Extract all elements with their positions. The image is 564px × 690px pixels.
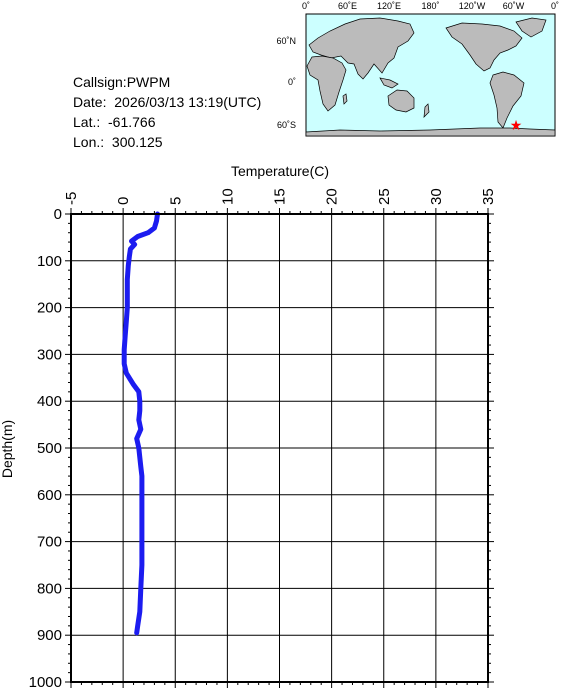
longitude-text: Lon.: 300.125 [73, 134, 163, 150]
greenland-land [515, 17, 547, 38]
map-lon-label: 0˚ [551, 1, 559, 11]
map-lon-label: 180˚ [421, 1, 439, 11]
x-tick-label: 35 [480, 188, 497, 205]
antarctica-land [305, 127, 556, 137]
australia-land [387, 89, 415, 113]
y-tick-label: 1000 [29, 674, 62, 690]
map-lon-label: 0˚ [302, 1, 310, 11]
temperature-profile-line [121, 211, 160, 636]
y-tick-label: 800 [37, 580, 62, 597]
x-axis-title: Temperature(C) [231, 163, 329, 179]
southeast-asia-islands-land [379, 77, 399, 89]
series-group [121, 211, 160, 636]
y-tick-label: 400 [37, 393, 62, 410]
y-tick-label: 500 [37, 440, 62, 457]
y-tick-label: 700 [37, 534, 62, 551]
x-tick-label: 10 [219, 188, 236, 205]
y-tick-label: 300 [37, 346, 62, 363]
star-icon: ★ [510, 118, 523, 134]
map-lon-label: 60˚W [503, 1, 525, 11]
map-longitude-labels: 0˚ 60˚E 120˚E 180˚ 120˚W 60˚W 0˚ [302, 1, 559, 11]
y-tick-label: 100 [37, 253, 62, 270]
world-map: 0˚ 60˚E 120˚E 180˚ 120˚W 60˚W 0˚ 60˚N 0˚ 60˚S ★ [276, 1, 559, 137]
y-axis-title: Depth(m) [0, 420, 15, 478]
map-lat-label: 0˚ [288, 77, 296, 87]
map-lon-label: 120˚E [377, 1, 401, 11]
south-america-land [489, 71, 525, 129]
station-info: Callsign:PWPM Date: 2026/03/13 13:19(UTC… [73, 72, 261, 152]
map-lat-label: 60˚S [277, 120, 296, 130]
callsign-text: Callsign:PWPM [73, 74, 171, 90]
latitude-text: Lat.: -61.766 [73, 114, 156, 130]
x-tick-labels: -5 0 5 10 15 20 25 30 35 [63, 188, 497, 205]
x-tick-label: 20 [324, 188, 341, 205]
x-tick-label: 0 [115, 197, 132, 205]
y-tick-label: 200 [37, 300, 62, 317]
new-zealand-land [423, 103, 430, 118]
x-tick-label: 15 [272, 188, 289, 205]
x-tick-label: 5 [167, 197, 184, 205]
x-tick-label: 25 [376, 188, 393, 205]
x-tick-label: 30 [428, 188, 445, 205]
y-tick-label: 600 [37, 487, 62, 504]
y-tick-label: 900 [37, 627, 62, 644]
madagascar-land [342, 93, 348, 105]
map-lon-label: 60˚E [338, 1, 357, 11]
map-lat-label: 60˚N [276, 36, 296, 46]
y-tick-label: 0 [54, 206, 62, 223]
map-latitude-labels: 60˚N 0˚ 60˚S [276, 36, 296, 130]
map-landmasses [305, 17, 556, 137]
north-america-land [445, 22, 523, 72]
date-text: Date: 2026/03/13 13:19(UTC) [73, 94, 262, 110]
plot-frame [70, 213, 489, 683]
map-lon-label: 120˚W [459, 1, 486, 11]
y-tick-labels: 0 100 200 300 400 500 600 700 800 900 1000 [29, 206, 62, 690]
x-tick-label: -5 [63, 192, 80, 205]
africa-land [306, 55, 347, 112]
eurasia-land [308, 17, 415, 80]
